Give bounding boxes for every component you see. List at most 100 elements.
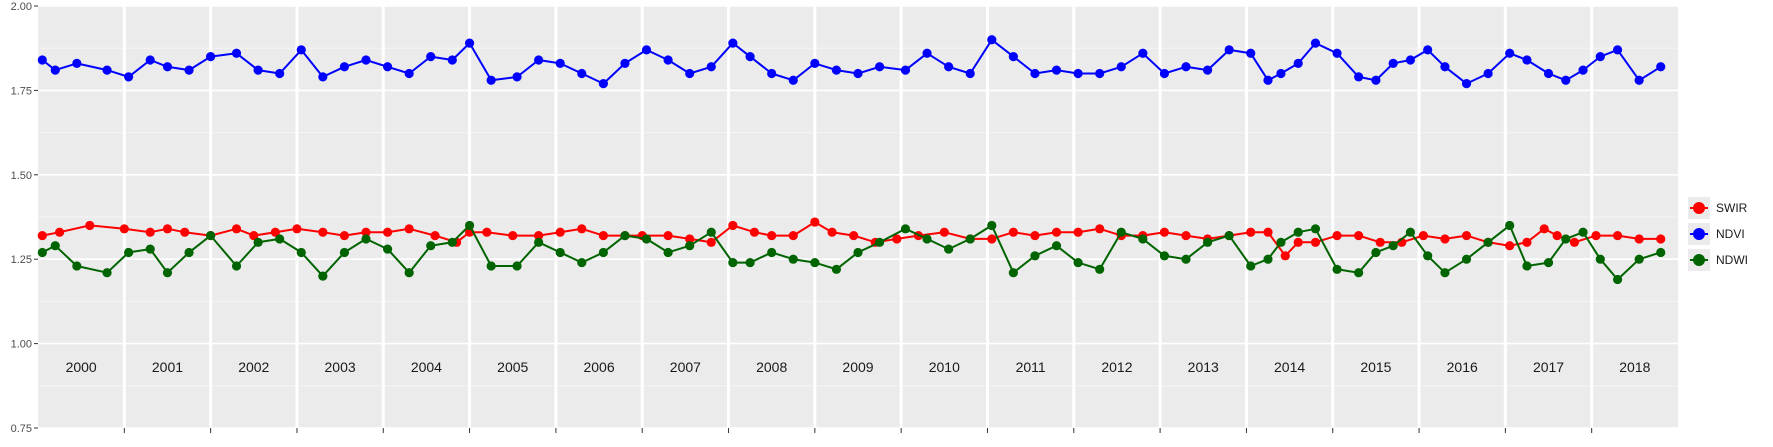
- y-tick-label: 1.75: [11, 85, 32, 97]
- data-point-ndwi: [1051, 241, 1062, 251]
- data-point-ndwi: [1181, 254, 1191, 264]
- data-point-ndvi: [1543, 68, 1554, 79]
- year-label-2009: 2009: [842, 359, 873, 375]
- data-point-swir: [249, 230, 259, 241]
- data-point-ndwi: [447, 237, 457, 247]
- data-point-ndwi: [318, 271, 328, 281]
- year-label-2016: 2016: [1447, 359, 1478, 375]
- data-point-ndvi: [275, 68, 285, 79]
- data-point-ndwi: [706, 227, 716, 237]
- data-point-ndwi: [1073, 257, 1083, 268]
- data-point-swir: [37, 230, 47, 241]
- data-point-swir: [1354, 230, 1364, 241]
- data-point-ndvi: [1423, 45, 1433, 55]
- data-point-swir: [404, 224, 414, 234]
- data-point-swir: [663, 230, 673, 241]
- data-point-swir: [598, 230, 608, 241]
- data-point-swir: [119, 224, 129, 234]
- data-point-ndvi: [318, 72, 328, 82]
- data-point-ndvi: [1276, 68, 1286, 79]
- year-label-2005: 2005: [497, 359, 528, 375]
- data-point-ndwi: [253, 237, 263, 247]
- data-point-ndvi: [555, 58, 565, 68]
- data-point-ndvi: [1332, 48, 1342, 58]
- data-point-ndvi: [1051, 65, 1062, 75]
- data-point-ndwi: [987, 220, 997, 231]
- data-point-ndwi: [426, 241, 436, 251]
- data-point-ndvi: [745, 52, 755, 62]
- data-point-ndwi: [1505, 220, 1515, 231]
- data-point-ndvi: [124, 72, 134, 82]
- data-point-swir: [749, 227, 760, 237]
- data-point-swir: [849, 230, 859, 241]
- legend-item-swir: SWIR: [1688, 195, 1768, 221]
- data-point-swir: [1263, 227, 1273, 237]
- data-point-ndwi: [767, 247, 777, 258]
- data-point-ndvi: [620, 58, 630, 68]
- data-point-ndvi: [184, 65, 194, 75]
- data-point-ndvi: [577, 68, 587, 79]
- legend-key-swir: [1688, 197, 1710, 219]
- data-point-swir: [1522, 237, 1532, 247]
- data-point-ndvi: [296, 45, 306, 55]
- data-point-ndwi: [1224, 230, 1234, 241]
- data-point-swir: [1539, 224, 1549, 234]
- data-point-swir: [1073, 227, 1083, 237]
- data-point-swir: [231, 224, 242, 234]
- data-point-swir: [1505, 241, 1515, 251]
- data-point-ndvi: [1159, 68, 1170, 79]
- year-label-2015: 2015: [1360, 359, 1391, 375]
- data-point-ndvi: [1030, 68, 1040, 79]
- data-point-ndwi: [1522, 261, 1532, 271]
- data-point-ndwi: [1371, 247, 1381, 258]
- data-point-ndwi: [1159, 251, 1170, 261]
- data-point-ndvi: [486, 75, 496, 85]
- data-point-ndvi: [965, 68, 975, 79]
- data-point-ndvi: [767, 68, 777, 79]
- data-point-ndwi: [382, 244, 393, 254]
- data-point-ndwi: [831, 264, 842, 274]
- year-label-2012: 2012: [1101, 359, 1132, 375]
- data-point-ndvi: [1578, 65, 1588, 75]
- data-point-ndvi: [1561, 75, 1571, 85]
- data-point-ndwi: [555, 247, 565, 258]
- data-point-ndwi: [1293, 227, 1303, 237]
- data-point-swir: [706, 237, 716, 247]
- data-point-swir: [1310, 237, 1321, 247]
- legend-label-ndvi: NDVI: [1716, 227, 1745, 241]
- data-point-ndvi: [231, 48, 242, 58]
- data-point-ndwi: [810, 257, 820, 268]
- y-tick-label: 0.75: [11, 423, 32, 435]
- data-point-ndvi: [361, 55, 371, 65]
- year-label-2010: 2010: [929, 359, 960, 375]
- legend-item-ndvi: NDVI: [1688, 221, 1768, 247]
- data-point-swir: [1293, 237, 1303, 247]
- data-point-ndvi: [1138, 48, 1148, 58]
- legend-item-ndwi: NDWI: [1688, 247, 1768, 273]
- data-point-swir: [1612, 230, 1623, 241]
- data-point-ndwi: [1276, 237, 1286, 247]
- data-point-ndvi: [382, 62, 393, 72]
- year-label-2018: 2018: [1619, 359, 1650, 375]
- data-point-swir: [577, 224, 587, 234]
- legend-label-swir: SWIR: [1716, 201, 1748, 215]
- data-point-ndwi: [102, 268, 112, 278]
- data-point-ndwi: [206, 230, 216, 241]
- data-point-ndvi: [1656, 62, 1666, 72]
- data-point-ndwi: [874, 237, 885, 247]
- data-point-swir: [339, 230, 350, 241]
- data-point-ndwi: [184, 247, 194, 258]
- data-point-ndvi: [641, 45, 652, 55]
- data-point-ndwi: [72, 261, 82, 271]
- data-point-ndvi: [102, 65, 112, 75]
- legend-key-ndwi: [1688, 249, 1710, 271]
- y-axis: 0.75 1.00 1.25 1.50 1.75 2.00: [11, 1, 1593, 435]
- data-point-ndwi: [1095, 264, 1105, 274]
- data-point-swir: [318, 227, 328, 237]
- data-point-ndvi: [1202, 65, 1213, 75]
- data-point-ndvi: [1595, 52, 1605, 62]
- year-label-2002: 2002: [238, 359, 269, 375]
- year-label-2001: 2001: [152, 359, 183, 375]
